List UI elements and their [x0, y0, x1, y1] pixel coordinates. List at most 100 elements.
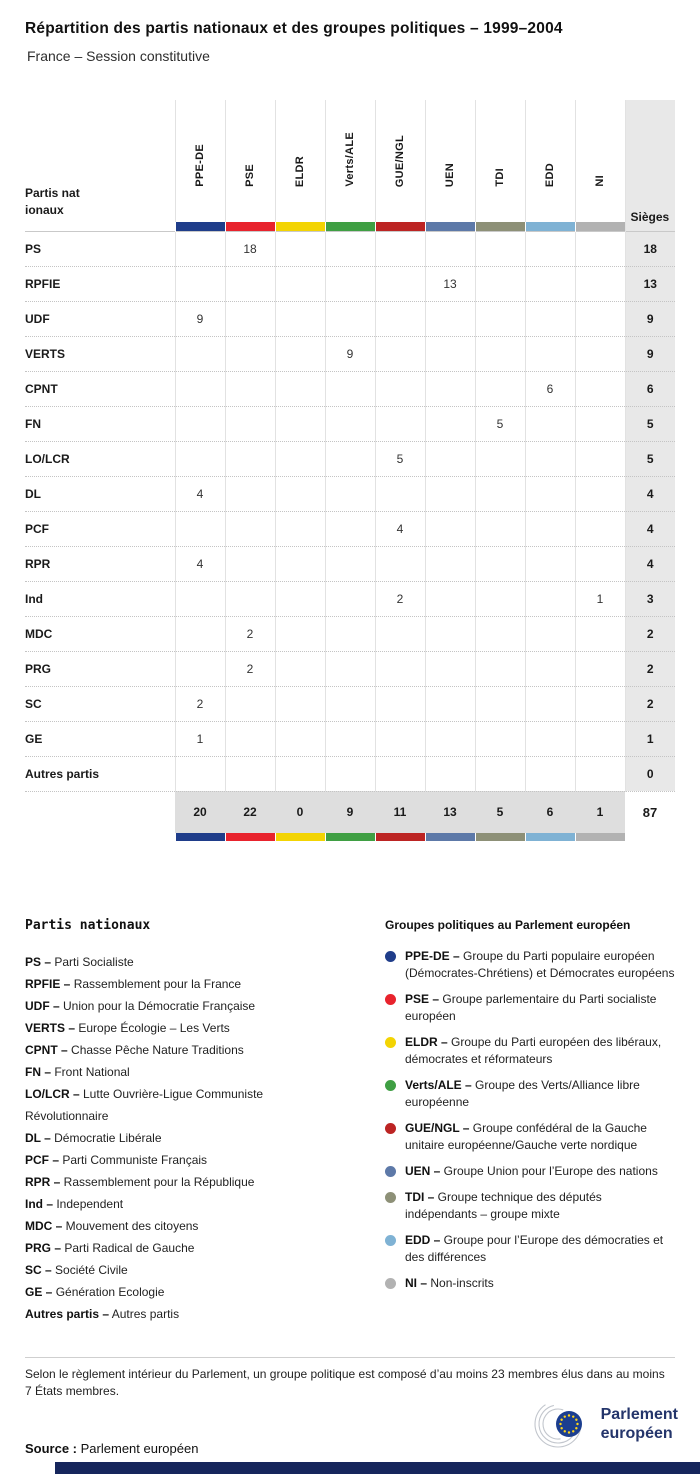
seat-cell: 4: [374, 511, 425, 547]
seat-cell: [274, 581, 325, 617]
group-legend-text: TDI – Groupe technique des députés indép…: [405, 1190, 602, 1221]
group-color-dot: [385, 1192, 396, 1203]
party-row: RPFIE 13 13: [25, 266, 675, 302]
seat-cell: [274, 721, 325, 757]
total-cell: 11: [375, 791, 425, 833]
sieges-cell: 4: [624, 511, 675, 547]
logo-swirl-icon: [534, 1400, 582, 1448]
totals-color-bar: [474, 833, 525, 841]
seat-cell: [374, 686, 425, 722]
seat-cell: [324, 581, 375, 617]
seat-cell: [274, 441, 325, 477]
seat-cell: [424, 336, 475, 372]
seat-cell: [324, 441, 375, 477]
group-color-dot: [385, 1235, 396, 1246]
seat-cell: [524, 406, 575, 442]
party-row: VERTS 9 9: [25, 336, 675, 372]
seat-cell: [474, 336, 525, 372]
seat-cell: [174, 371, 225, 407]
party-row-label: Ind: [25, 581, 175, 617]
seat-cell: [424, 721, 475, 757]
footer-bar: [55, 1462, 700, 1474]
seat-cell: [374, 406, 425, 442]
seat-cell: [524, 756, 575, 792]
seat-cell: [324, 686, 375, 722]
party-row: FN 5 5: [25, 406, 675, 442]
seat-cell: [224, 336, 275, 372]
group-header: ELDR: [274, 100, 325, 222]
seat-cell: [524, 441, 575, 477]
source-line: Source : Parlement européen: [25, 1441, 198, 1456]
group-legend-text: NI – Non-inscrits: [405, 1276, 494, 1290]
seat-cell: [174, 511, 225, 547]
header-color-bar: [324, 222, 375, 231]
table-corner-label: Partis nationaux: [25, 100, 175, 231]
sieges-cell: 1: [624, 721, 675, 757]
totals-color-bar: [224, 833, 275, 841]
group-color-dot: [385, 1166, 396, 1177]
page-subtitle: France – Session constitutive: [27, 48, 210, 64]
totals-color-bar: [574, 833, 625, 841]
seat-cell: [224, 686, 275, 722]
seat-cell: [424, 581, 475, 617]
group-header-label: ELDR: [294, 155, 306, 187]
group-legend-text: PSE – Groupe parlementaire du Parti soci…: [405, 992, 657, 1023]
seat-cell: [574, 266, 625, 302]
group-header: EDD: [524, 100, 575, 222]
seat-cell: [424, 476, 475, 512]
sieges-cell: 2: [624, 651, 675, 687]
seat-cell: [574, 721, 625, 757]
groups-list: PPE-DE – Groupe du Parti populaire europ…: [385, 948, 675, 1292]
group-legend-text: UEN – Groupe Union pour l’Europe des nat…: [405, 1164, 658, 1178]
legend-groups: Groupes politiques au Parlement européen…: [385, 918, 675, 1301]
seat-cell: [424, 651, 475, 687]
seat-cell: [274, 476, 325, 512]
seat-cell: [474, 616, 525, 652]
seat-cell: [324, 651, 375, 687]
header-color-bar: [574, 222, 625, 231]
seat-cell: [474, 686, 525, 722]
header-row: Partis nationaux PPE-DE PSE ELDR Verts/ALE GU…: [25, 100, 675, 231]
eu-emblem-icon: [555, 1411, 582, 1437]
group-header: NI: [574, 100, 625, 222]
seat-cell: 2: [224, 616, 275, 652]
seat-cell: 1: [574, 581, 625, 617]
seat-cell: [324, 616, 375, 652]
header-color-bar: [424, 222, 475, 231]
party-row-label: UDF: [25, 301, 175, 337]
party-legend-item: CPNT – Chasse Pêche Nature Traditions: [25, 1043, 244, 1057]
party-legend-item: MDC – Mouvement des citoyens: [25, 1219, 199, 1233]
party-legend-item: UDF – Union pour la Démocratie Française: [25, 999, 256, 1013]
sieges-cell: 0: [624, 756, 675, 792]
seat-cell: [524, 581, 575, 617]
seat-cell: [274, 336, 325, 372]
sieges-cell: 2: [624, 616, 675, 652]
seat-cell: 9: [324, 336, 375, 372]
group-color-dot: [385, 1037, 396, 1048]
party-legend-item: LO/LCR – Lutte Ouvrière-Ligue Communiste…: [25, 1087, 264, 1123]
seat-cell: [224, 301, 275, 337]
group-header: GUE/NGL: [374, 100, 425, 222]
group-legend-text: EDD – Groupe pour l’Europe des démocrati…: [405, 1233, 664, 1264]
sieges-cell: 9: [624, 301, 675, 337]
sieges-cell: 2: [624, 686, 675, 722]
seat-cell: [274, 651, 325, 687]
source-label: Source :: [25, 1441, 78, 1456]
seat-cell: [174, 441, 225, 477]
group-legend-text: PPE-DE – Groupe du Parti populaire europ…: [405, 949, 675, 980]
seat-cell: [524, 546, 575, 582]
group-legend-item: Verts/ALE – Groupe des Verts/Alliance li…: [385, 1077, 675, 1111]
seat-cell: [474, 371, 525, 407]
party-row-label: FN: [25, 406, 175, 442]
source-value: Parlement européen: [80, 1441, 199, 1456]
party-row: PS 18 18: [25, 230, 675, 267]
footer-note: Selon le règlement intérieur du Parlemen…: [25, 1367, 665, 1398]
seat-cell: [324, 476, 375, 512]
seat-cell: 13: [424, 266, 475, 302]
party-row: GE 1 1: [25, 721, 675, 757]
party-legend-item: Ind – Independent: [25, 1197, 124, 1211]
party-row: SC 2 2: [25, 686, 675, 722]
seat-cell: [174, 230, 225, 267]
seat-cell: [524, 301, 575, 337]
seat-cell: [524, 511, 575, 547]
